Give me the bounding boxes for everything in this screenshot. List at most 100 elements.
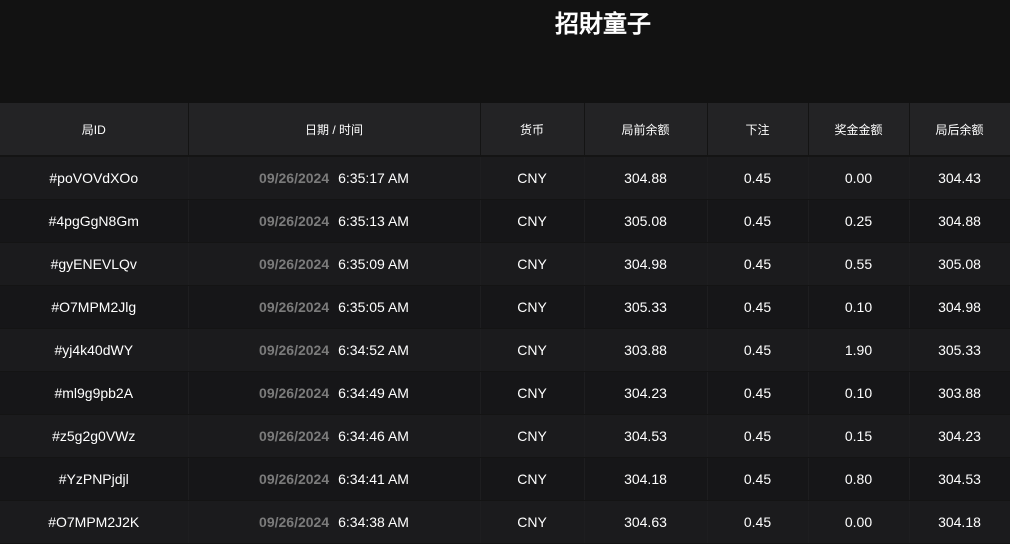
column-header-win-amount: 奖金金额 [808,103,910,157]
balance-before-cell: 304.98 [584,242,708,286]
bet-cell: 0.45 [707,500,809,544]
bet-cell: 0.45 [707,371,809,415]
column-header-bet: 下注 [707,103,809,157]
time: 6:34:46 AM [338,428,409,444]
currency-cell: CNY [480,328,585,372]
round-id-cell: #4pgGgN8Gm [0,199,189,243]
table-row[interactable]: #YzPNPjdjl 09/26/2024 6:34:41 AM CNY 304.18 0… [0,457,1010,501]
time: 6:35:05 AM [338,299,409,315]
balance-after-cell: 304.53 [909,457,1010,501]
page-title: 招財童子 [555,10,651,38]
table-row[interactable]: #yj4k40dWY 09/26/2024 6:34:52 AM CNY 303.88 0… [0,328,1010,372]
date: 09/26/2024 [259,385,330,401]
column-header-balance-after: 局后余额 [909,103,1010,157]
currency-cell: CNY [480,199,585,243]
balance-after-cell: 304.18 [909,500,1010,544]
time: 6:35:13 AM [338,213,409,229]
win-amount-cell: 0.25 [808,199,910,243]
time: 6:35:17 AM [338,170,409,186]
balance-before-cell: 304.63 [584,500,708,544]
bet-cell: 0.45 [707,414,809,458]
balance-after-cell: 305.08 [909,242,1010,286]
win-amount-cell: 0.00 [808,156,910,200]
win-amount-cell: 0.00 [808,500,910,544]
win-amount-cell: 0.10 [808,285,910,329]
table-row[interactable]: #O7MPM2Jlg 09/26/2024 6:35:05 AM CNY 305.33 0… [0,285,1010,329]
header-bar: 招財童子 [0,0,1010,103]
round-id-cell: #O7MPM2Jlg [0,285,189,329]
date-time-cell: 09/26/2024 6:35:05 AM [188,285,481,329]
column-header-date-time: 日期 / 时间 [188,103,481,157]
date: 09/26/2024 [259,299,330,315]
date-time-cell: 09/26/2024 6:34:46 AM [188,414,481,458]
bet-cell: 0.45 [707,328,809,372]
balance-after-cell: 303.88 [909,371,1010,415]
win-amount-cell: 0.80 [808,457,910,501]
balance-after-cell: 304.43 [909,156,1010,200]
balance-before-cell: 304.23 [584,371,708,415]
date: 09/26/2024 [259,428,330,444]
balance-after-cell: 304.23 [909,414,1010,458]
bet-cell: 0.45 [707,457,809,501]
round-id-cell: #z5g2g0VWz [0,414,189,458]
time: 6:35:09 AM [338,256,409,272]
bet-cell: 0.45 [707,199,809,243]
table-row[interactable]: #poVOVdXOo 09/26/2024 6:35:17 AM CNY 304.88 0… [0,156,1010,200]
bet-cell: 0.45 [707,285,809,329]
round-id-cell: #YzPNPjdjl [0,457,189,501]
currency-cell: CNY [480,156,585,200]
round-id-cell: #poVOVdXOo [0,156,189,200]
date: 09/26/2024 [259,471,330,487]
currency-cell: CNY [480,457,585,501]
balance-before-cell: 304.88 [584,156,708,200]
round-id-cell: #gyENEVLQv [0,242,189,286]
bet-cell: 0.45 [707,242,809,286]
round-id-cell: #ml9g9pb2A [0,371,189,415]
date: 09/26/2024 [259,514,330,530]
time: 6:34:52 AM [338,342,409,358]
table-row[interactable]: #gyENEVLQv 09/26/2024 6:35:09 AM CNY 304.98 0… [0,242,1010,286]
table-row[interactable]: #4pgGgN8Gm 09/26/2024 6:35:13 AM CNY 305.08 0… [0,199,1010,243]
table-row[interactable]: #O7MPM2J2K 09/26/2024 6:34:38 AM CNY 304.63 0… [0,500,1010,544]
game-history-table: 局ID 日期 / 时间 货币 局前余额 下注 奖金金额 局后余额 #poVOVdXOo 09/… [0,103,1010,544]
balance-before-cell: 305.08 [584,199,708,243]
round-id-cell: #yj4k40dWY [0,328,189,372]
date: 09/26/2024 [259,213,330,229]
win-amount-cell: 0.10 [808,371,910,415]
win-amount-cell: 0.15 [808,414,910,458]
time: 6:34:41 AM [338,471,409,487]
bet-cell: 0.45 [707,156,809,200]
currency-cell: CNY [480,414,585,458]
date: 09/26/2024 [259,256,330,272]
time: 6:34:38 AM [338,514,409,530]
time: 6:34:49 AM [338,385,409,401]
date-time-cell: 09/26/2024 6:34:49 AM [188,371,481,415]
currency-cell: CNY [480,285,585,329]
balance-after-cell: 305.33 [909,328,1010,372]
date: 09/26/2024 [259,170,330,186]
table-row[interactable]: #z5g2g0VWz 09/26/2024 6:34:46 AM CNY 304.53 0… [0,414,1010,458]
column-header-currency: 货币 [480,103,585,157]
column-header-round-id: 局ID [0,103,189,157]
date-time-cell: 09/26/2024 6:35:17 AM [188,156,481,200]
date-time-cell: 09/26/2024 6:34:38 AM [188,500,481,544]
balance-before-cell: 304.18 [584,457,708,501]
column-header-balance-before: 局前余额 [584,103,708,157]
date: 09/26/2024 [259,342,330,358]
date-time-cell: 09/26/2024 6:35:09 AM [188,242,481,286]
currency-cell: CNY [480,242,585,286]
balance-before-cell: 305.33 [584,285,708,329]
date-time-cell: 09/26/2024 6:35:13 AM [188,199,481,243]
currency-cell: CNY [480,500,585,544]
win-amount-cell: 0.55 [808,242,910,286]
date-time-cell: 09/26/2024 6:34:52 AM [188,328,481,372]
balance-before-cell: 304.53 [584,414,708,458]
win-amount-cell: 1.90 [808,328,910,372]
round-id-cell: #O7MPM2J2K [0,500,189,544]
currency-cell: CNY [480,371,585,415]
balance-after-cell: 304.98 [909,285,1010,329]
balance-after-cell: 304.88 [909,199,1010,243]
balance-before-cell: 303.88 [584,328,708,372]
date-time-cell: 09/26/2024 6:34:41 AM [188,457,481,501]
table-row[interactable]: #ml9g9pb2A 09/26/2024 6:34:49 AM CNY 304.23 0… [0,371,1010,415]
